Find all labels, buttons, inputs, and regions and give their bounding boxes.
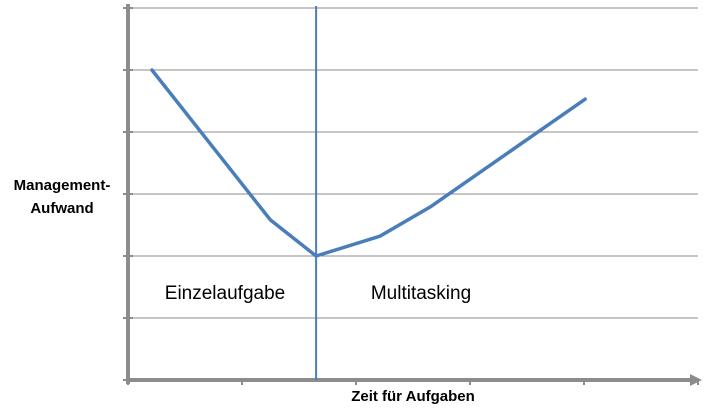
annotation: Multitasking [371, 283, 471, 304]
y-axis-label: Management- [14, 177, 111, 194]
x-axis-label: Zeit für Aufgaben [351, 388, 475, 405]
x-axis-arrow [690, 374, 702, 386]
line-series [150, 68, 587, 258]
annotation: Einzelaufgabe [165, 283, 285, 304]
y-axis-label: Aufwand [30, 200, 93, 217]
